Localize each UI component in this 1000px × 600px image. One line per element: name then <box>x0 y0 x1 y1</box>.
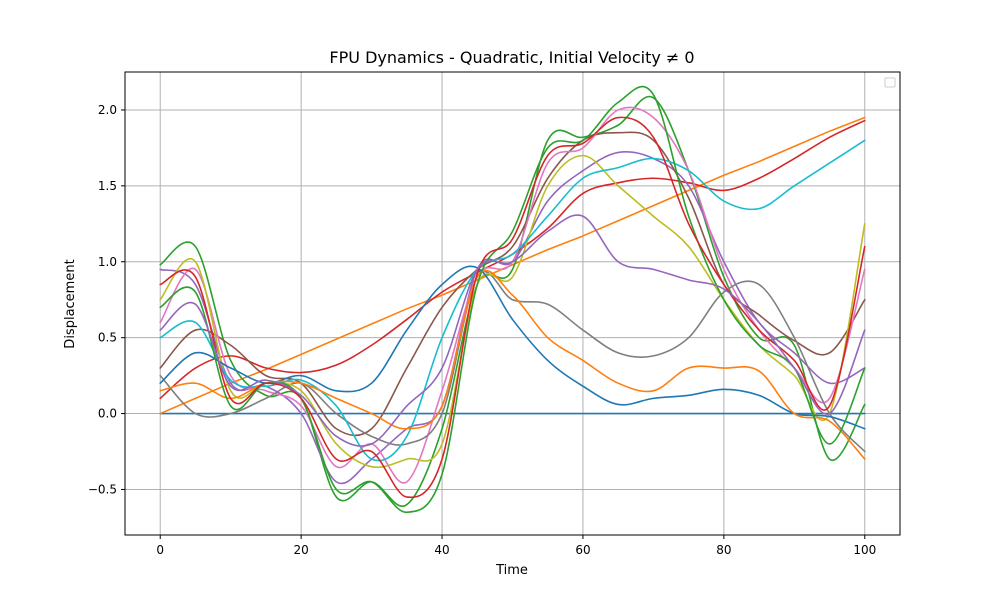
y-tick-label: −0.5 <box>88 482 117 496</box>
ticks-layer: 0 20 40 60 80 100 −0.5 0.0 0.5 1.0 1.5 2.0 <box>88 103 876 557</box>
series-layer <box>159 86 866 514</box>
x-axis-label: Time <box>495 563 528 578</box>
series-line-14 <box>159 214 866 447</box>
plot-frame <box>124 71 901 536</box>
x-tick-label: 0 <box>156 543 164 557</box>
chart-title: FPU Dynamics - Quadratic, Initial Veloci… <box>329 48 694 67</box>
series-line-8 <box>159 154 866 469</box>
y-tick-label: 1.0 <box>98 255 117 269</box>
series-line-11 <box>159 269 866 460</box>
series-line-4 <box>159 150 866 485</box>
y-tick-label: 2.0 <box>98 103 117 117</box>
x-tick-label: 100 <box>853 543 876 557</box>
grid-layer <box>125 72 900 535</box>
series-line-10 <box>159 265 866 430</box>
x-tick-label: 60 <box>575 543 590 557</box>
x-tick-label: 20 <box>293 543 308 557</box>
y-tick-label: 0.0 <box>98 407 117 421</box>
series-line-1 <box>159 116 866 415</box>
y-axis-label: Displacement <box>63 259 78 348</box>
series-line-7 <box>159 270 866 453</box>
series-line-13 <box>159 116 866 499</box>
series-line-2 <box>159 95 866 508</box>
y-tick-label: 0.5 <box>98 331 117 345</box>
x-tick-label: 80 <box>716 543 731 557</box>
y-tick-label: 1.5 <box>98 179 117 193</box>
series-line-5 <box>159 131 866 437</box>
legend-box <box>884 77 896 88</box>
x-tick-label: 40 <box>434 543 449 557</box>
